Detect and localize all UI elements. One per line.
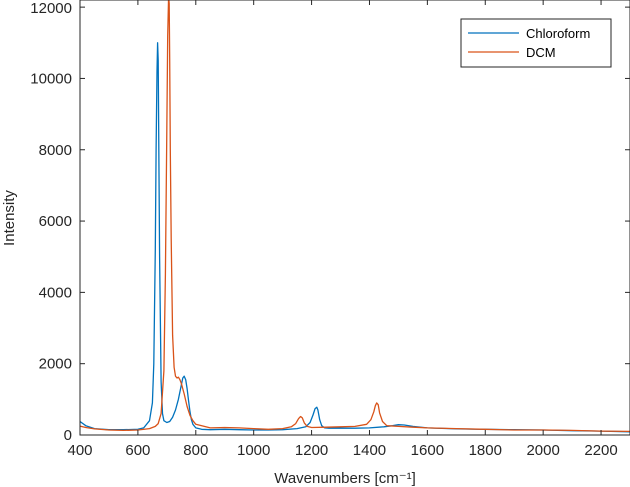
x-tick-label: 1600	[411, 442, 444, 459]
plot-frame	[79, 0, 630, 436]
ticks-layer: 400 600 800 1000 1200 1400 1600 1800 2000 2200 0 20…	[30, 0, 630, 459]
y-tick-label: 0	[64, 427, 72, 444]
legend-box	[460, 18, 612, 68]
x-tick-label: 600	[125, 442, 150, 459]
x-tick-label: 1200	[295, 442, 328, 459]
y-tick-label: 12000	[30, 0, 72, 17]
x-tick-label: 2200	[584, 442, 617, 459]
plot-area	[80, 0, 630, 435]
x-tick-label: 1400	[353, 442, 386, 459]
x-tick-label: 1800	[469, 442, 502, 459]
legend-label-chloroform: Chloroform	[526, 26, 590, 41]
y-tick-label: 2000	[39, 356, 72, 373]
x-axis-label: Wavenumbers [cm⁻¹]	[274, 470, 416, 487]
series-layer	[79, 0, 630, 433]
legend: Chloroform DCM	[460, 18, 612, 68]
y-tick-label: 10000	[30, 70, 72, 87]
y-tick-label: 4000	[39, 284, 72, 301]
series-line-dcm	[79, 0, 630, 433]
x-tick-label: 400	[67, 442, 92, 459]
y-axis-label: Intensity	[1, 190, 18, 246]
y-tick-label: 8000	[39, 142, 72, 159]
x-tick-label: 2000	[526, 442, 559, 459]
x-tick-label: 800	[183, 442, 208, 459]
y-tick-label: 6000	[39, 213, 72, 230]
x-tick-label: 1000	[237, 442, 270, 459]
legend-label-dcm: DCM	[526, 45, 556, 60]
